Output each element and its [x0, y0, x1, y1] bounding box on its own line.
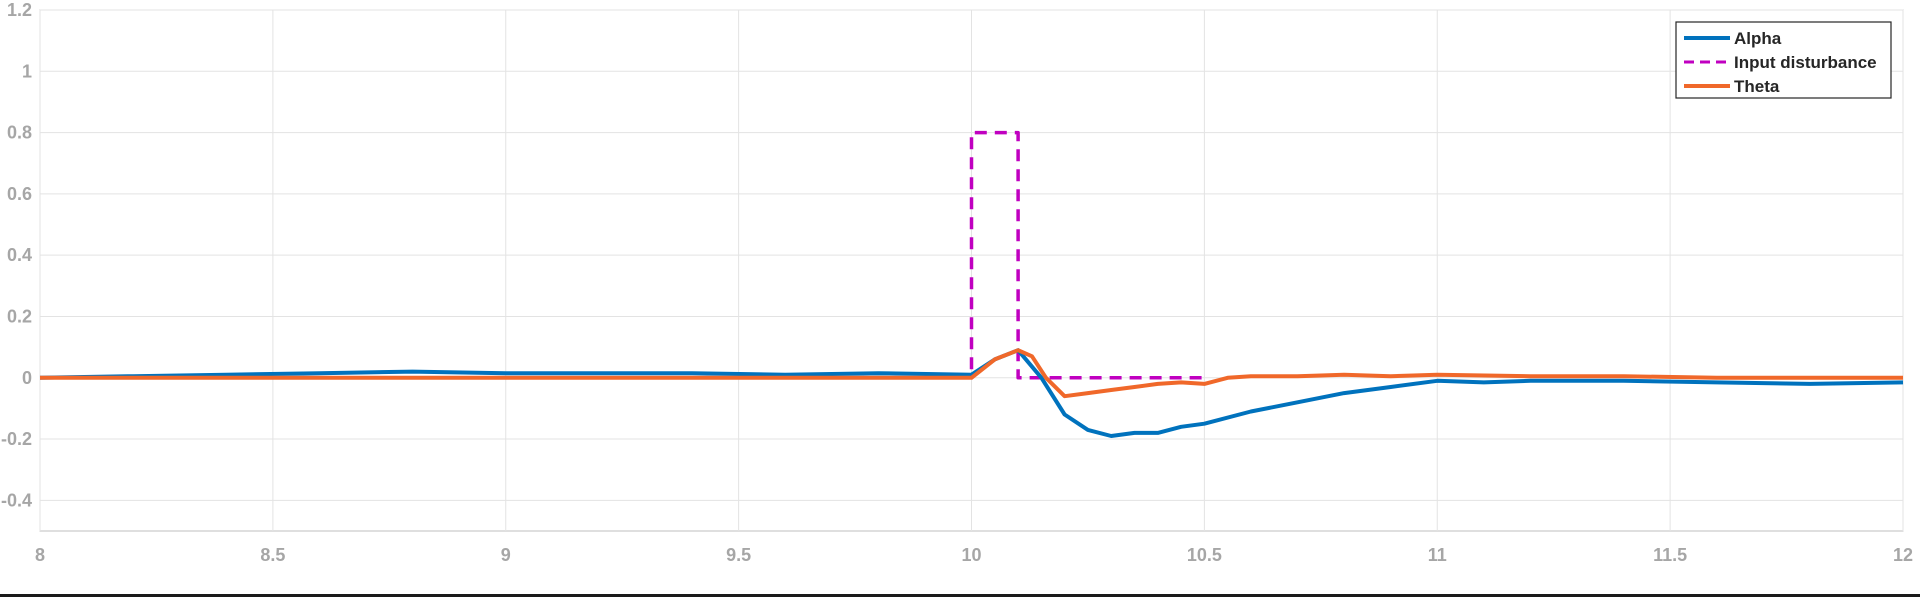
y-tick-label: 0.8	[7, 123, 32, 143]
y-tick-label: 0	[22, 368, 32, 388]
legend-label-alpha: Alpha	[1734, 29, 1782, 48]
grid	[39, 9, 1904, 531]
series-line-alpha	[39, 348, 1904, 438]
x-tick-label: 9	[501, 545, 511, 565]
y-tick-label: 1.2	[7, 0, 32, 20]
x-tick-label: 8.5	[260, 545, 285, 565]
y-tick-label: 1	[22, 61, 32, 81]
window-bottom-border	[0, 594, 1920, 597]
y-tick-label: -0.4	[1, 490, 32, 510]
axis-ticks: 8 8.5 9 9.5 10 10.5 11 11.5 12 -0.4 -0.2 0 0.2 0.4 0.6…	[1, 0, 1913, 565]
x-tick-label: 12	[1893, 545, 1913, 565]
x-tick-label: 11	[1428, 545, 1447, 565]
y-tick-label: -0.2	[1, 429, 32, 449]
legend-label-input-disturbance: Input disturbance	[1734, 53, 1877, 72]
x-tick-label: 10.5	[1187, 545, 1222, 565]
legend-label-theta: Theta	[1734, 77, 1780, 96]
series-line-theta	[40, 348, 1903, 399]
x-tick-label: 9.5	[726, 545, 751, 565]
x-tick-label: 10	[961, 545, 981, 565]
legend: Alpha Input disturbance Theta	[1675, 21, 1892, 99]
x-tick-label: 11.5	[1653, 545, 1687, 565]
x-tick-label: 8	[35, 545, 45, 565]
series-layer	[39, 130, 1904, 438]
y-tick-label: 0.4	[7, 245, 32, 265]
y-tick-label: 0.2	[7, 306, 32, 326]
y-tick-label: 0.6	[7, 184, 32, 204]
